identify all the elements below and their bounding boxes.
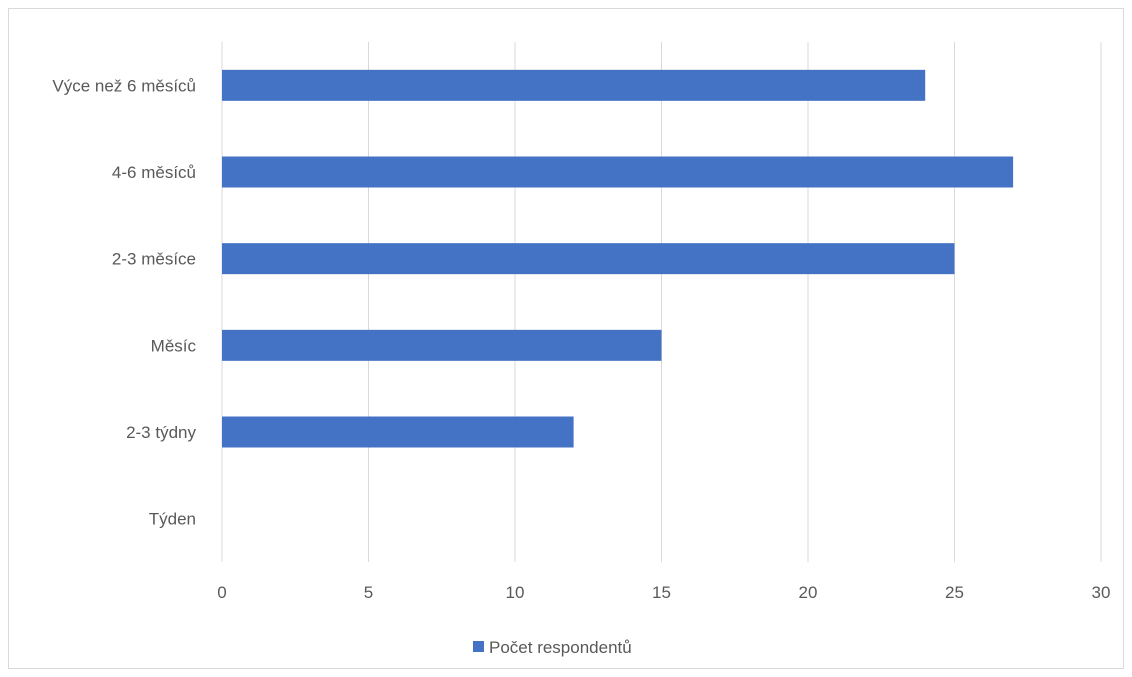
x-tick-label: 0 <box>217 583 226 602</box>
category-label: Výce než 6 měsíců <box>52 76 196 95</box>
x-tick-label: 25 <box>945 583 964 602</box>
bar-3 <box>222 329 662 361</box>
x-tick-label: 5 <box>364 583 373 602</box>
gridlines <box>221 42 1102 562</box>
x-tick-label: 30 <box>1092 583 1111 602</box>
x-tick-labels: 0 5 10 15 20 25 30 <box>217 583 1110 602</box>
x-tick-label: 10 <box>506 583 525 602</box>
bar-4 <box>222 416 574 448</box>
legend-label: Počet respondentů <box>489 638 632 657</box>
bars <box>222 69 1014 448</box>
category-label: Měsíc <box>151 336 197 355</box>
legend-swatch <box>473 641 484 652</box>
bar-2 <box>222 243 955 275</box>
x-tick-label: 20 <box>799 583 818 602</box>
category-label: 2-3 týdny <box>126 423 196 442</box>
category-labels: Výce než 6 měsíců 4-6 měsíců 2-3 měsíce Měs… <box>52 76 196 528</box>
x-tick-label: 15 <box>652 583 671 602</box>
category-label: 2-3 měsíce <box>112 250 196 269</box>
category-label: 4-6 měsíců <box>112 163 196 182</box>
bar-1 <box>222 156 1014 188</box>
legend: Počet respondentů <box>473 638 632 657</box>
bar-0 <box>222 69 926 101</box>
category-label: Týden <box>149 510 196 529</box>
